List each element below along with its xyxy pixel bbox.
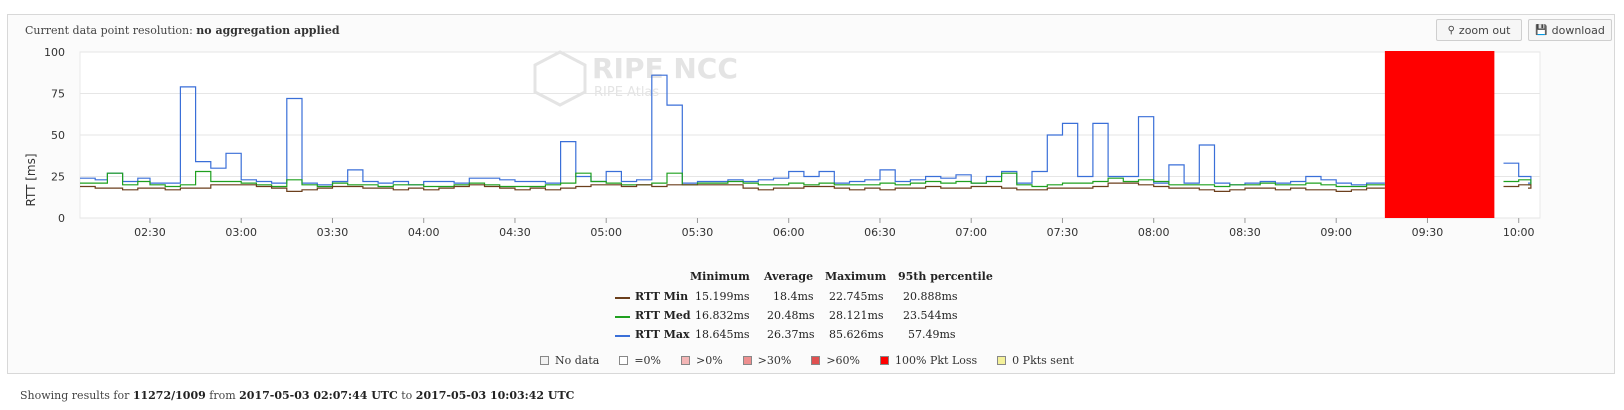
grid-lines: [80, 51, 1540, 219]
resolution-value: no aggregation applied: [196, 24, 340, 37]
legend-item: >0%: [681, 354, 723, 367]
x-tick-label: 03:30: [317, 226, 349, 239]
legend-item: No data: [540, 354, 599, 367]
footer-from: from: [209, 389, 236, 402]
y-tick-label: 50: [51, 129, 65, 142]
stats-row-med[interactable]: RTT Med 16.832ms 20.48ms 28.121ms 23.544…: [615, 309, 1015, 327]
results-summary: Showing results for 11272/1009 from 2017…: [20, 389, 574, 402]
x-tick-label: 07:00: [955, 226, 987, 239]
legend-swatch: [681, 356, 690, 365]
y-tick-label: 25: [51, 171, 65, 184]
footer-target: 11272/1009: [132, 389, 206, 402]
legend-swatch: [811, 356, 821, 365]
download-label: download: [1551, 23, 1605, 37]
header-p95: 95th percentile: [898, 270, 993, 283]
header-maximum: Maximum: [825, 270, 887, 283]
y-axis-label: RTT [ms]: [24, 153, 38, 206]
x-tick-label: 03:00: [225, 226, 257, 239]
header-average: Average: [764, 270, 814, 283]
stat-max: 22.745ms: [829, 290, 884, 303]
rtt-min-swatch: [615, 297, 630, 299]
x-tick-label: 08:30: [1229, 226, 1261, 239]
x-tick-label: 05:00: [590, 226, 622, 239]
legend-swatch: [997, 356, 1007, 365]
legend-swatch: [880, 356, 890, 365]
stat-min: 18.645ms: [695, 328, 750, 341]
y-axis: 0 25 50 75 100: [44, 46, 65, 225]
stat-min: 15.199ms: [695, 290, 750, 303]
zoom-out-button[interactable]: ⚲ zoom out: [1436, 19, 1522, 41]
rtt-chart[interactable]: RIPE NCC RIPE Atlas 0 25 50 75 100 02:30 03:0…: [0, 40, 1624, 300]
rtt-med-swatch: [615, 316, 630, 318]
footer-to: to: [401, 389, 413, 402]
x-tick-label: 06:30: [864, 226, 896, 239]
stat-p95: 20.888ms: [903, 290, 958, 303]
search-icon: ⚲: [1447, 24, 1455, 36]
x-tick-label: 06:00: [773, 226, 805, 239]
stat-avg: 18.4ms: [773, 290, 814, 303]
rtt-max-swatch: [615, 335, 630, 337]
legend-label: No data: [555, 354, 600, 367]
loss-legend: No data =0% >0% >30% >60% 100% Pkt Loss 0 Pkts…: [540, 354, 1094, 367]
legend-label: >0%: [696, 354, 723, 367]
series-name: RTT Min: [635, 290, 689, 303]
y-tick-label: 75: [51, 88, 65, 101]
legend-label: >30%: [757, 354, 792, 367]
stat-min: 16.832ms: [695, 309, 750, 322]
series-name: RTT Med: [635, 309, 691, 322]
series-lines: [80, 74, 1532, 192]
watermark-sub: RIPE Atlas: [594, 85, 659, 100]
legend-item: 100% Pkt Loss: [880, 354, 977, 367]
stat-avg: 20.48ms: [767, 309, 815, 322]
packet-loss-band[interactable]: [1384, 51, 1495, 218]
y-tick-label: 100: [44, 46, 65, 59]
watermark-logo-icon: [533, 50, 587, 107]
legend-swatch: [742, 356, 752, 365]
legend-label: 0 Pkts sent: [1012, 354, 1074, 367]
series-name: RTT Max: [635, 328, 690, 341]
legend-item: 0 Pkts sent: [997, 354, 1074, 367]
legend-label: >60%: [826, 354, 861, 367]
footer-end: 2017-05-03 10:03:42 UTC: [415, 389, 575, 402]
x-tick-label: 05:30: [682, 226, 714, 239]
resolution-info: Current data point resolution: no aggreg…: [25, 24, 340, 37]
save-icon: 💾: [1535, 24, 1548, 36]
footer-start: 2017-05-03 02:07:44 UTC: [239, 389, 398, 402]
x-tick-label: 04:30: [499, 226, 531, 239]
series-rtt-min: [80, 182, 1532, 192]
watermark-brand: RIPE NCC: [592, 52, 738, 85]
legend-label: =0%: [634, 354, 661, 367]
legend-item: >30%: [742, 354, 792, 367]
x-tick-label: 09:30: [1412, 226, 1444, 239]
x-tick-label: 10:00: [1503, 226, 1535, 239]
legend-item: =0%: [619, 354, 661, 367]
stats-row-max[interactable]: RTT Max 18.645ms 26.37ms 85.626ms 57.49m…: [615, 328, 1015, 346]
header-minimum: Minimum: [690, 270, 750, 283]
stat-p95: 23.544ms: [903, 309, 958, 322]
stat-max: 28.121ms: [829, 309, 884, 322]
watermark: RIPE NCC RIPE Atlas: [533, 50, 738, 107]
legend-item: >60%: [811, 354, 860, 367]
legend-swatch: [540, 356, 549, 365]
stat-max: 85.626ms: [829, 328, 884, 341]
x-tick-label: 07:30: [1047, 226, 1079, 239]
download-button[interactable]: 💾 download: [1528, 19, 1612, 41]
stat-avg: 26.37ms: [767, 328, 815, 341]
legend-swatch: [619, 356, 629, 365]
x-tick-label: 04:00: [408, 226, 440, 239]
stats-row-min[interactable]: RTT Min 15.199ms 18.4ms 22.745ms 20.888m…: [615, 290, 1015, 308]
x-tick-label: 09:00: [1320, 226, 1352, 239]
x-tick-label: 08:00: [1138, 226, 1170, 239]
resolution-label: Current data point resolution:: [25, 24, 193, 37]
x-tick-label: 02:30: [134, 226, 166, 239]
footer-prefix: Showing results for: [20, 389, 130, 402]
stat-p95: 57.49ms: [908, 328, 956, 341]
x-axis: 02:30 03:00 03:30 04:00 04:30 05:00 05:30 06:00…: [134, 218, 1535, 239]
legend-label: 100% Pkt Loss: [895, 354, 978, 367]
zoom-out-label: zoom out: [1458, 23, 1511, 37]
y-tick-label: 0: [58, 212, 65, 225]
